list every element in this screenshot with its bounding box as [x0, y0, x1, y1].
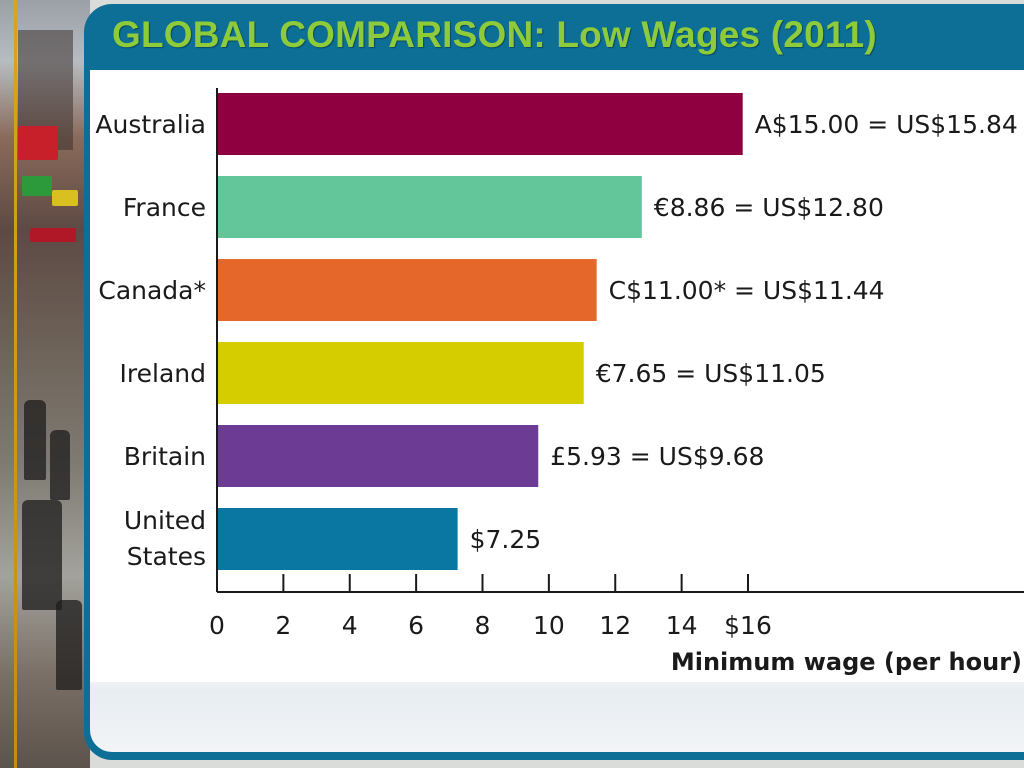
x-tick-label-16: $16 — [724, 611, 772, 640]
x-tick-label-14: 14 — [666, 611, 698, 640]
value-label-australia: A$15.00 = US$15.84 — [755, 110, 1018, 139]
x-tick-label-8: 8 — [475, 611, 491, 640]
x-axis-title: Minimum wage (per hour) — [671, 648, 1022, 676]
bar-ireland — [217, 342, 584, 404]
bar-australia — [217, 93, 743, 155]
category-label-canada: Canada* — [98, 276, 206, 305]
bar-canada — [217, 259, 597, 321]
value-label-canada: C$11.00* = US$11.44 — [609, 276, 885, 305]
value-label-united-states: $7.25 — [470, 525, 542, 554]
slide-title: GLOBAL COMPARISON: Low Wages (2011) — [112, 14, 877, 55]
x-tick-label-10: 10 — [533, 611, 565, 640]
bar-united-states — [217, 508, 458, 570]
bar-france — [217, 176, 642, 238]
accent-rule — [14, 0, 17, 768]
x-tick-label-2: 2 — [275, 611, 291, 640]
category-label-britain: Britain — [124, 442, 206, 471]
value-label-france: €8.86 = US$12.80 — [654, 193, 884, 222]
x-tick-label-4: 4 — [342, 611, 358, 640]
category-label-united-states: United States — [124, 506, 206, 571]
category-label-australia: Australia — [95, 110, 206, 139]
x-tick-label-12: 12 — [599, 611, 631, 640]
value-label-britain: £5.93 = US$9.68 — [550, 442, 764, 471]
x-tick-label-0: 0 — [209, 611, 225, 640]
value-label-ireland: €7.65 = US$11.05 — [596, 359, 826, 388]
category-label-ireland: Ireland — [120, 359, 206, 388]
bar-britain — [217, 425, 539, 487]
x-tick-label-6: 6 — [408, 611, 424, 640]
category-label-france: France — [123, 193, 206, 222]
